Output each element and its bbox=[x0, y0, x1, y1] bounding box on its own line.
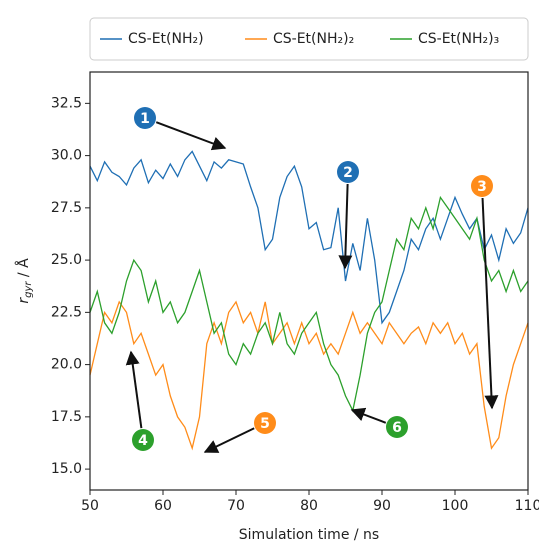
annotation-number: 5 bbox=[260, 416, 270, 432]
x-tick-label: 110 bbox=[515, 498, 539, 514]
annotation-arrow bbox=[352, 410, 386, 423]
x-tick-label: 100 bbox=[442, 498, 469, 514]
x-tick-label: 50 bbox=[81, 498, 99, 514]
annotation-arrow bbox=[205, 428, 254, 452]
y-tick-label: 27.5 bbox=[51, 200, 82, 216]
legend-label: CS-Et(NH₂) bbox=[128, 31, 204, 47]
y-tick-label: 22.5 bbox=[51, 304, 82, 320]
legend-label: CS-Et(NH₂)₂ bbox=[273, 31, 354, 47]
x-tick-label: 60 bbox=[154, 498, 172, 514]
annotation-number: 1 bbox=[140, 111, 150, 127]
x-tick-label: 90 bbox=[373, 498, 391, 514]
x-tick-label: 70 bbox=[227, 498, 245, 514]
series-line bbox=[90, 151, 528, 322]
legend-label: CS-Et(NH₂)₃ bbox=[418, 31, 499, 47]
annotation-arrow bbox=[131, 352, 141, 428]
x-axis-label: Simulation time / ns bbox=[239, 527, 379, 543]
y-tick-label: 32.5 bbox=[51, 95, 82, 111]
annotation-number: 2 bbox=[343, 165, 353, 181]
annotation-number: 6 bbox=[392, 420, 402, 436]
annotation-arrow bbox=[483, 198, 492, 408]
y-label-unit: / Å bbox=[15, 258, 32, 282]
y-axis-label: rgyr / Å bbox=[15, 258, 34, 304]
y-tick-label: 15.0 bbox=[51, 461, 82, 477]
annotation-number: 3 bbox=[477, 179, 487, 195]
y-tick-label: 30.0 bbox=[51, 148, 82, 164]
annotation-arrow bbox=[156, 122, 225, 148]
y-label-sub: gyr bbox=[23, 281, 34, 298]
chart: Simulation time / ns 50 60 70 80 90 100 110 15.… bbox=[0, 0, 539, 549]
y-tick-label: 25.0 bbox=[51, 252, 82, 268]
y-tick-label: 20.0 bbox=[51, 357, 82, 373]
annotation-number: 4 bbox=[138, 433, 148, 449]
x-tick-label: 80 bbox=[300, 498, 318, 514]
annotation-arrow bbox=[345, 184, 348, 268]
y-tick-label: 17.5 bbox=[51, 409, 82, 425]
